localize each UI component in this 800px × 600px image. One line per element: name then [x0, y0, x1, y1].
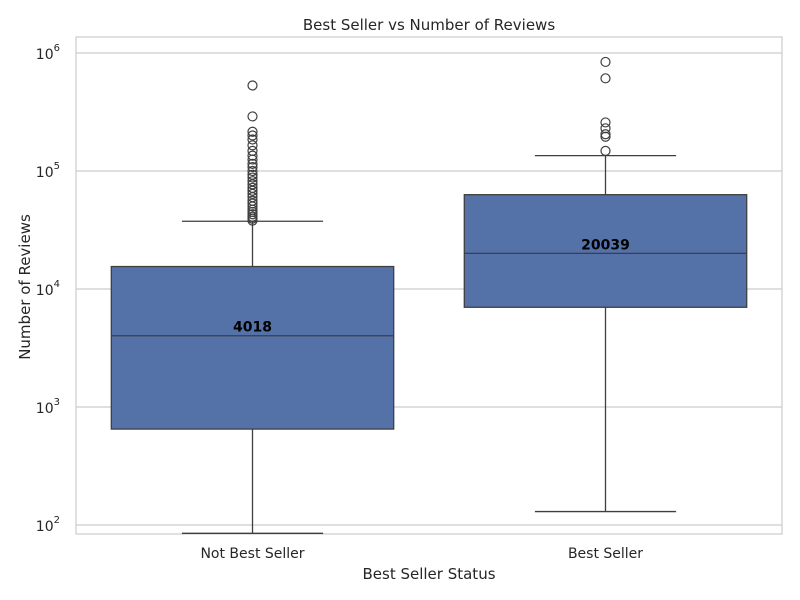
outlier-point	[247, 179, 258, 190]
outlier-point	[247, 130, 258, 141]
outlier-point	[247, 80, 258, 91]
outlier-point	[247, 145, 258, 157]
outlier-point	[600, 145, 611, 157]
y-axis-ticks: 102 103 104 105 106	[36, 43, 60, 535]
outlier-point	[247, 182, 258, 193]
x-axis-ticks: Not Best Seller Best Seller	[200, 546, 643, 562]
outlier-point	[247, 172, 258, 183]
boxes: 4018 20039	[110, 56, 748, 534]
outlier-point	[247, 161, 258, 173]
box-not-best-seller: 4018	[110, 80, 395, 534]
outlier-point	[600, 117, 611, 128]
y-tick-label: 105	[36, 161, 60, 181]
outlier-point	[600, 56, 611, 68]
chart-title: Best Seller vs Number of Reviews	[303, 16, 555, 34]
y-tick-label: 102	[36, 515, 60, 535]
x-tick-label: Not Best Seller	[200, 546, 304, 562]
plot-area-frame	[75, 36, 783, 535]
outlier-point	[247, 134, 258, 145]
x-tick-label: Best Seller	[568, 546, 643, 562]
box-iqr	[110, 265, 395, 430]
outlier-point	[247, 211, 258, 222]
y-tick-label: 106	[36, 43, 60, 63]
outlier-point	[247, 169, 258, 180]
y-tick-label: 104	[36, 279, 60, 299]
box-best-seller: 20039	[463, 56, 748, 513]
y-axis-label: Number of Reviews	[16, 214, 34, 360]
outlier-point	[247, 176, 258, 187]
y-tick-label: 103	[36, 397, 60, 417]
outlier-point	[247, 150, 258, 161]
outlier-point	[247, 126, 258, 137]
outlier-point	[247, 198, 258, 209]
x-axis-label: Best Seller Status	[362, 565, 495, 583]
outlier-point	[247, 158, 258, 169]
outlier-point	[247, 195, 258, 206]
outlier-point	[247, 111, 258, 122]
outlier-point	[247, 140, 258, 151]
outlier-point	[247, 165, 258, 177]
median-label: 4018	[233, 320, 272, 336]
median-label: 20039	[581, 237, 630, 253]
box-iqr	[463, 194, 748, 308]
outlier-point	[600, 129, 611, 140]
outlier-point	[600, 73, 611, 84]
outlier-point	[600, 123, 611, 134]
